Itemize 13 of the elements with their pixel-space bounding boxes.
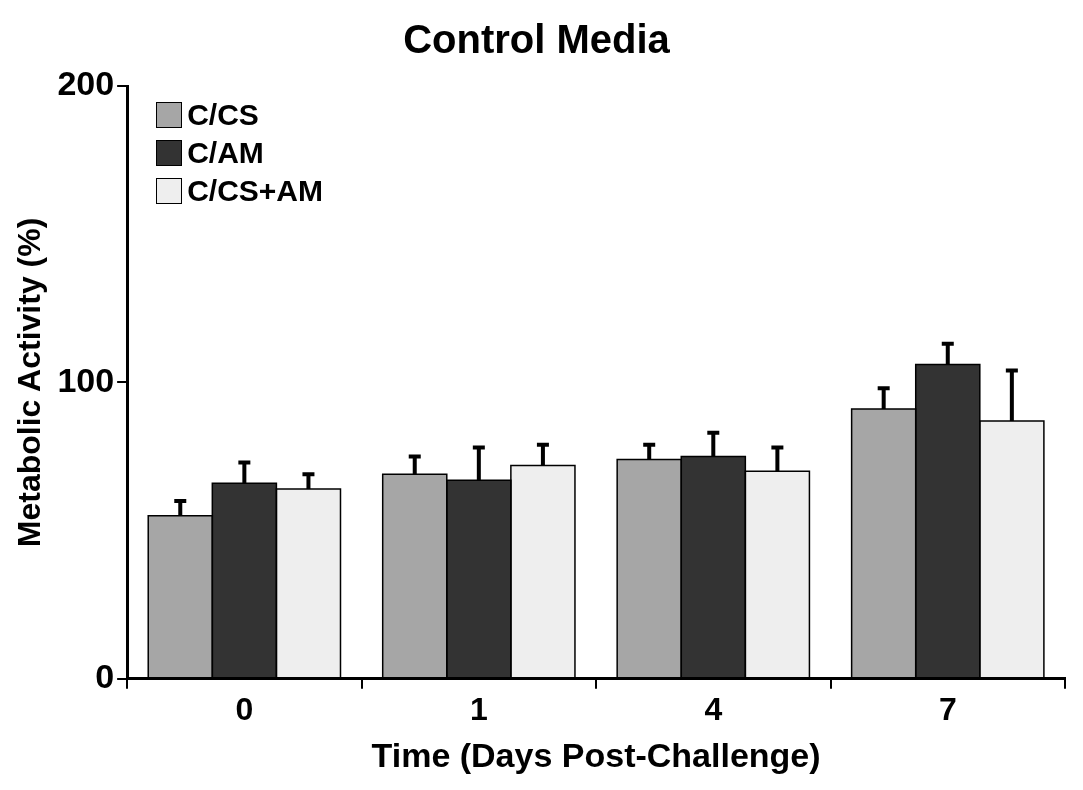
x-tick-label: 4: [704, 690, 723, 727]
x-tick-label: 1: [469, 690, 488, 727]
x-axis-title: Time (Days Post-Challenge): [371, 735, 821, 774]
y-tick-label: 100: [57, 360, 115, 399]
y-axis-title: Metabolic Activity (%): [11, 217, 48, 548]
y-tick-label: 200: [57, 64, 115, 103]
x-tick-label: 0: [235, 690, 254, 727]
y-tick-label: 0: [95, 657, 115, 696]
legend-label: C/CS: [187, 98, 259, 132]
legend-label: C/AM: [187, 136, 264, 170]
legend-label: C/CS+AM: [187, 174, 323, 208]
chart-title: Control Media: [403, 17, 671, 62]
x-tick-label: 7: [938, 690, 957, 727]
